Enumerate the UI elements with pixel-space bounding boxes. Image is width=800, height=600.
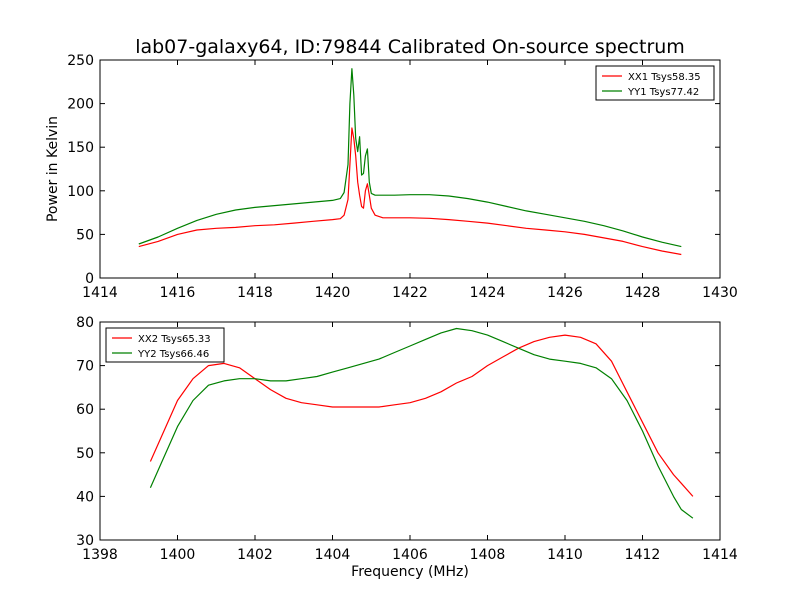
y-tick-label: 100 [67,184,94,200]
x-tick-label: 1408 [470,547,506,563]
y-tick-label: 40 [76,489,94,505]
legend-box [595,65,715,101]
y-tick-label: 50 [76,446,94,462]
y-tick-label: 60 [76,402,94,418]
x-tick-label: 1400 [160,547,196,563]
x-tick-label: 1414 [82,285,118,301]
x-tick-label: 1428 [625,285,661,301]
x-tick-label: 1424 [470,285,506,301]
x-tick-label: 1426 [547,285,583,301]
legend-label: XX1 Tsys58.35 [628,72,701,83]
x-tick-label: 1416 [160,285,196,301]
x-tick-label: 1414 [702,547,738,563]
chart-title: lab07-galaxy64, ID:79844 Calibrated On-s… [135,36,685,58]
x-tick-label: 1418 [237,285,273,301]
x-tick-label: 1404 [315,547,351,563]
legend-box [105,327,225,363]
series-line [149,327,694,519]
y-tick-label: 80 [76,315,94,331]
series-line [149,334,694,497]
y-tick-label: 0 [85,271,94,287]
x-tick-label: 1420 [315,285,351,301]
y-tick-label: 50 [76,227,94,243]
y-tick-label: 200 [67,97,94,113]
y-tick-label: 150 [67,140,94,156]
x-axis-label: Frequency (MHz) [351,564,469,580]
legend-label: XX2 Tsys65.33 [138,334,211,345]
x-tick-label: 1398 [82,547,118,563]
legend-label: YY1 Tsys77.42 [627,87,699,98]
bottom-plot: 1398 1400 1402 1404 1406 1408 1410 1412 1414 30 40… [76,315,738,563]
series-line [138,127,682,256]
y-tick-label: 70 [76,359,94,375]
x-tick-label: 1430 [702,285,738,301]
y-tick-label: 30 [76,533,94,549]
y-axis-label: Power in Kelvin [45,116,61,222]
x-tick-label: 1422 [392,285,428,301]
x-tick-label: 1410 [547,547,583,563]
y-tick-label: 250 [67,53,94,69]
x-tick-label: 1406 [392,547,428,563]
legend-label: YY2 Tsys66.46 [137,349,209,360]
series-line [138,68,682,248]
top-plot: 1414 1416 1418 1420 1422 1424 1426 1428 1430 0 50 1… [67,53,738,301]
x-tick-label: 1402 [237,547,273,563]
x-tick-label: 1412 [625,547,661,563]
